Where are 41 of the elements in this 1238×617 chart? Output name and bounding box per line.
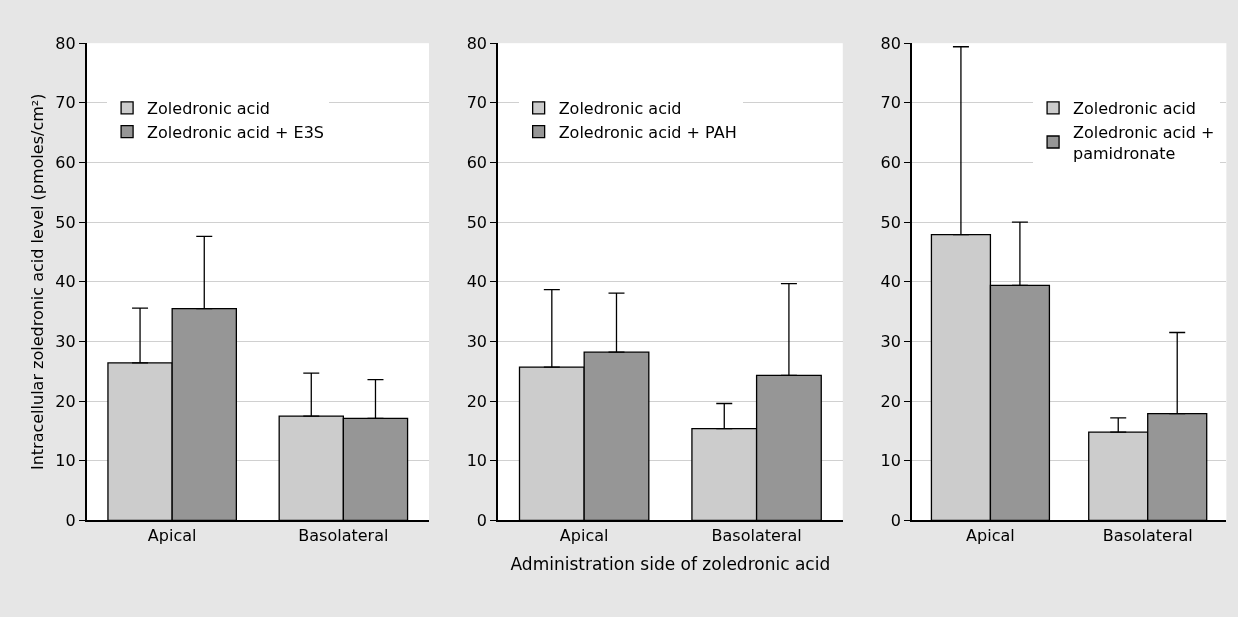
legend-label: Zoledronic acid + PAH — [558, 122, 737, 142]
y-tick-label: 30 — [55, 332, 76, 352]
x-tick-label: Apical — [147, 526, 197, 546]
y-tick-label: 20 — [880, 391, 901, 411]
y-tick-label: 70 — [466, 93, 487, 113]
y-tick-label: 80 — [466, 33, 487, 53]
y-tick-label: 80 — [880, 33, 901, 53]
y-tick-label: 10 — [880, 451, 901, 471]
y-tick-label: 40 — [880, 272, 901, 292]
x-tick-label: Basolateral — [711, 526, 802, 546]
y-tick-label: 10 — [466, 451, 487, 471]
y-tick-label: 30 — [880, 332, 901, 352]
y-tick-label: 60 — [55, 153, 76, 173]
y-axis-title: Intracellular zoledronic acid level (pmoles/cm²) — [27, 93, 47, 471]
legend-label: Zoledronic acid — [558, 99, 682, 119]
legend-label: Zoledronic acid + pamidronate — [1073, 122, 1215, 163]
y-tick-label: 0 — [890, 511, 901, 531]
x-tick-label: Basolateral — [1102, 526, 1193, 546]
y-tick-label: 50 — [466, 212, 487, 232]
x-axis-title: Administration side of zoledronic acid — [510, 554, 831, 575]
y-tick-label: 70 — [880, 93, 901, 113]
x-tick-label: Apical — [559, 526, 609, 546]
y-tick-label: 40 — [466, 272, 487, 292]
y-tick-label: 20 — [466, 391, 487, 411]
y-tick-label: 0 — [65, 511, 76, 531]
legend-label: Zoledronic acid — [147, 99, 270, 119]
y-tick-label: 60 — [466, 153, 487, 173]
x-tick-label: Basolateral — [298, 526, 389, 546]
y-tick-label: 60 — [880, 153, 901, 173]
legend-label: Zoledronic acid + E3S — [147, 122, 324, 142]
y-tick-label: 40 — [55, 272, 76, 292]
legend-label: Zoledronic acid — [1073, 99, 1196, 119]
x-tick-label: Apical — [966, 526, 1015, 546]
y-tick-label: 50 — [55, 212, 76, 232]
y-tick-label: 50 — [880, 212, 901, 232]
y-tick-label: 70 — [55, 93, 76, 113]
y-tick-label: 0 — [476, 511, 487, 531]
y-tick-label: 80 — [55, 33, 76, 53]
y-tick-label: 20 — [55, 391, 76, 411]
y-tick-label: 30 — [466, 332, 487, 352]
y-tick-label: 10 — [55, 451, 76, 471]
